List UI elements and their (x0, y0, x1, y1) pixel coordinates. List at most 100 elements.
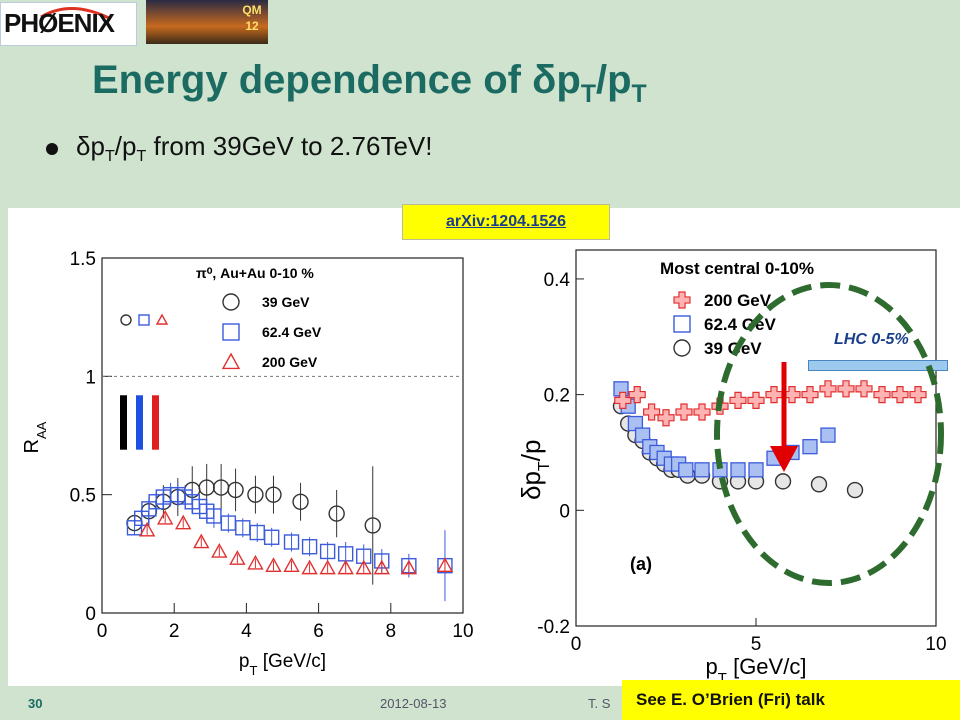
norm-marker (120, 314, 132, 326)
slide-number: 30 (28, 696, 43, 711)
legend-label: 200 GeV (704, 291, 772, 310)
data-point (436, 557, 454, 572)
norm-uncertainty-bar (152, 395, 159, 450)
data-point (175, 514, 192, 530)
x-tick-label: 10 (452, 621, 473, 642)
legend-label: 39 GeV (262, 294, 310, 310)
data-point (693, 403, 711, 421)
legend-label: 62.4 GeV (262, 324, 322, 340)
data-point (783, 386, 801, 404)
data-point (337, 559, 354, 575)
conference-photo (146, 0, 268, 44)
y-tick-label: -0.2 (537, 617, 570, 638)
data-point (766, 450, 782, 466)
norm-marker (155, 313, 169, 325)
data-point (820, 427, 836, 443)
legend-marker (673, 291, 691, 309)
y-tick-label: 0.4 (544, 270, 571, 291)
data-point (263, 529, 280, 545)
norm-uncertainty-bar (136, 395, 143, 450)
data-point (193, 533, 210, 549)
bullet-slash: /p (114, 131, 137, 161)
data-point (711, 397, 729, 415)
legend-marker (673, 339, 691, 357)
data-point (319, 559, 336, 575)
norm-marker (138, 314, 150, 326)
bullet-sub: T (104, 147, 115, 166)
title-sub: T (580, 81, 596, 108)
data-point (628, 386, 646, 404)
data-point (747, 391, 765, 409)
legend-label: 62.4 GeV (704, 315, 776, 334)
conference-badge: QM 12 (242, 3, 262, 33)
y-tick-label: 0.5 (70, 486, 96, 507)
data-point (802, 439, 818, 455)
phenix-logo (0, 2, 137, 46)
legend-marker (673, 315, 691, 333)
data-point (694, 462, 710, 478)
series-200-gev (614, 380, 927, 427)
data-point (678, 462, 694, 478)
data-point (675, 403, 693, 421)
see-talk-note: See E. O’Brien (Fri) talk (622, 680, 960, 720)
data-point (356, 548, 372, 564)
data-point (909, 386, 927, 404)
series-62.4-gev (126, 482, 453, 602)
y-axis-label: δpT/p (516, 440, 553, 500)
data-point (643, 403, 661, 421)
data-point (873, 386, 891, 404)
data-point (614, 391, 632, 409)
data-point (328, 505, 345, 522)
panel-label: (a) (630, 554, 652, 574)
y-tick-label: 0.2 (544, 386, 570, 407)
raa-chart: 0 2 4 6 8 10 0 0.5 1 1.5 pT [GeV/c] RAA π⁰, Au+Au 0-… (21, 249, 474, 678)
data-point (657, 409, 675, 427)
lhc-band (808, 360, 948, 371)
bullet-suffix: from 39GeV to 2.76TeV! (146, 131, 433, 161)
series-200-gev (138, 509, 454, 575)
data-point (837, 380, 855, 398)
data-point (891, 386, 909, 404)
data-point (801, 386, 819, 404)
data-point (373, 559, 390, 575)
data-point (730, 462, 746, 478)
data-point (712, 462, 728, 478)
x-tick-label: 8 (386, 621, 397, 642)
y-axis-label: RAA (21, 421, 49, 453)
legend-marker (221, 352, 241, 370)
data-point (819, 380, 837, 398)
x-tick-label: 0 (97, 621, 108, 642)
phenix-swoosh-icon (40, 7, 112, 21)
data-point (138, 521, 156, 537)
x-axis-label: pT [GeV/c] (706, 654, 807, 686)
data-point (748, 462, 764, 478)
bullet-sub2: T (136, 147, 147, 166)
data-point (319, 543, 336, 560)
data-point (774, 473, 792, 490)
title-p: p (556, 58, 581, 102)
data-point (301, 559, 318, 575)
lhc-label: LHC 0-5% (834, 331, 909, 348)
data-point (400, 559, 418, 575)
slide-title: Energy dependence of δpT/pT (92, 58, 647, 109)
data-point (229, 550, 246, 565)
legend-marker (222, 323, 240, 341)
title-slash: /p (595, 58, 632, 102)
slide-date: 2012-08-13 (380, 696, 447, 711)
legend-label: 200 GeV (262, 354, 318, 370)
data-point (247, 554, 264, 570)
data-point (784, 444, 800, 461)
data-point (729, 391, 747, 409)
plot-frame (101, 257, 464, 614)
data-point (283, 557, 300, 572)
data-point (265, 557, 282, 572)
data-point (283, 534, 300, 550)
x-tick-label: 10 (925, 634, 946, 655)
arxiv-link[interactable]: arXiv:1204.1526 (402, 204, 610, 240)
x-tick-label: 2 (169, 621, 180, 642)
data-point (846, 481, 864, 499)
legend-title: Most central 0-10% (660, 259, 814, 278)
x-axis-label: pT [GeV/c] (239, 651, 326, 678)
legend-label: 39 GeV (704, 339, 762, 358)
